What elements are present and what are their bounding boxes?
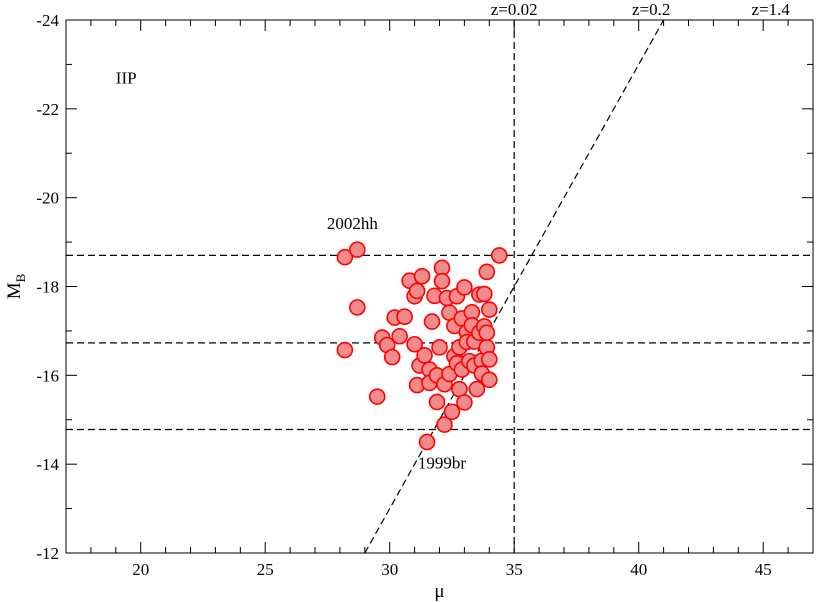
y-tick-label: -20 [36,189,59,208]
data-point [433,272,451,290]
data-point [443,403,461,421]
data-point [436,416,453,433]
x-tick-label: 35 [506,560,523,579]
x-tick-label: 30 [381,560,398,579]
sn-annotation: 1999br [418,454,467,473]
data-point [476,285,493,303]
x-axis-title: μ [434,581,444,602]
data-point [406,335,423,353]
diagonal-ref-line [364,20,665,553]
data-point [368,388,386,405]
data-point [383,348,401,366]
data-point [431,339,448,356]
reference-lines [66,20,813,553]
x-tick-label: 25 [257,560,274,579]
y-tick-label: -12 [36,544,59,563]
data-point [456,394,473,411]
y-axis-title: MB [4,273,28,299]
y-tick-label: -18 [36,278,59,297]
y-axis-title-sub: B [13,273,28,282]
redshift-label: z=0.02 [491,0,538,19]
data-point [456,279,473,296]
data-point [480,351,498,368]
data-point [336,248,354,266]
data-point [396,308,413,326]
x-tick-label: 20 [132,560,149,579]
data-point [428,393,446,411]
data-point [480,371,498,389]
data-point [480,301,498,318]
data-point [418,433,436,451]
y-axis-title-main: M [4,282,25,299]
data-point [468,380,486,398]
data-point [413,267,431,285]
sn-annotation: 2002hh [327,214,379,233]
y-tick-label: -16 [36,366,59,385]
data-points [336,241,508,451]
y-tick-label: -22 [36,100,59,119]
axis-ticks [65,19,814,554]
redshift-label: z=0.2 [632,0,670,19]
panel-label: IIP [116,69,137,88]
data-point [408,282,426,300]
y-tick-label: -14 [36,455,59,474]
data-point [423,313,441,330]
data-point [391,327,408,345]
text-labels: 20 25 30 35 40 45 -12 -14 -16 -18 -20 -22 -24 z=0.02 z… [36,0,790,579]
data-point [490,247,508,264]
data-point [416,347,433,364]
data-point [349,241,366,258]
data-point [478,324,496,341]
y-tick-label: -24 [36,11,59,30]
data-point [349,299,366,316]
redshift-label: z=1.4 [751,0,790,19]
data-point [478,263,496,281]
data-point [336,341,354,359]
x-tick-label: 45 [755,560,772,579]
x-tick-label: 40 [630,560,647,579]
